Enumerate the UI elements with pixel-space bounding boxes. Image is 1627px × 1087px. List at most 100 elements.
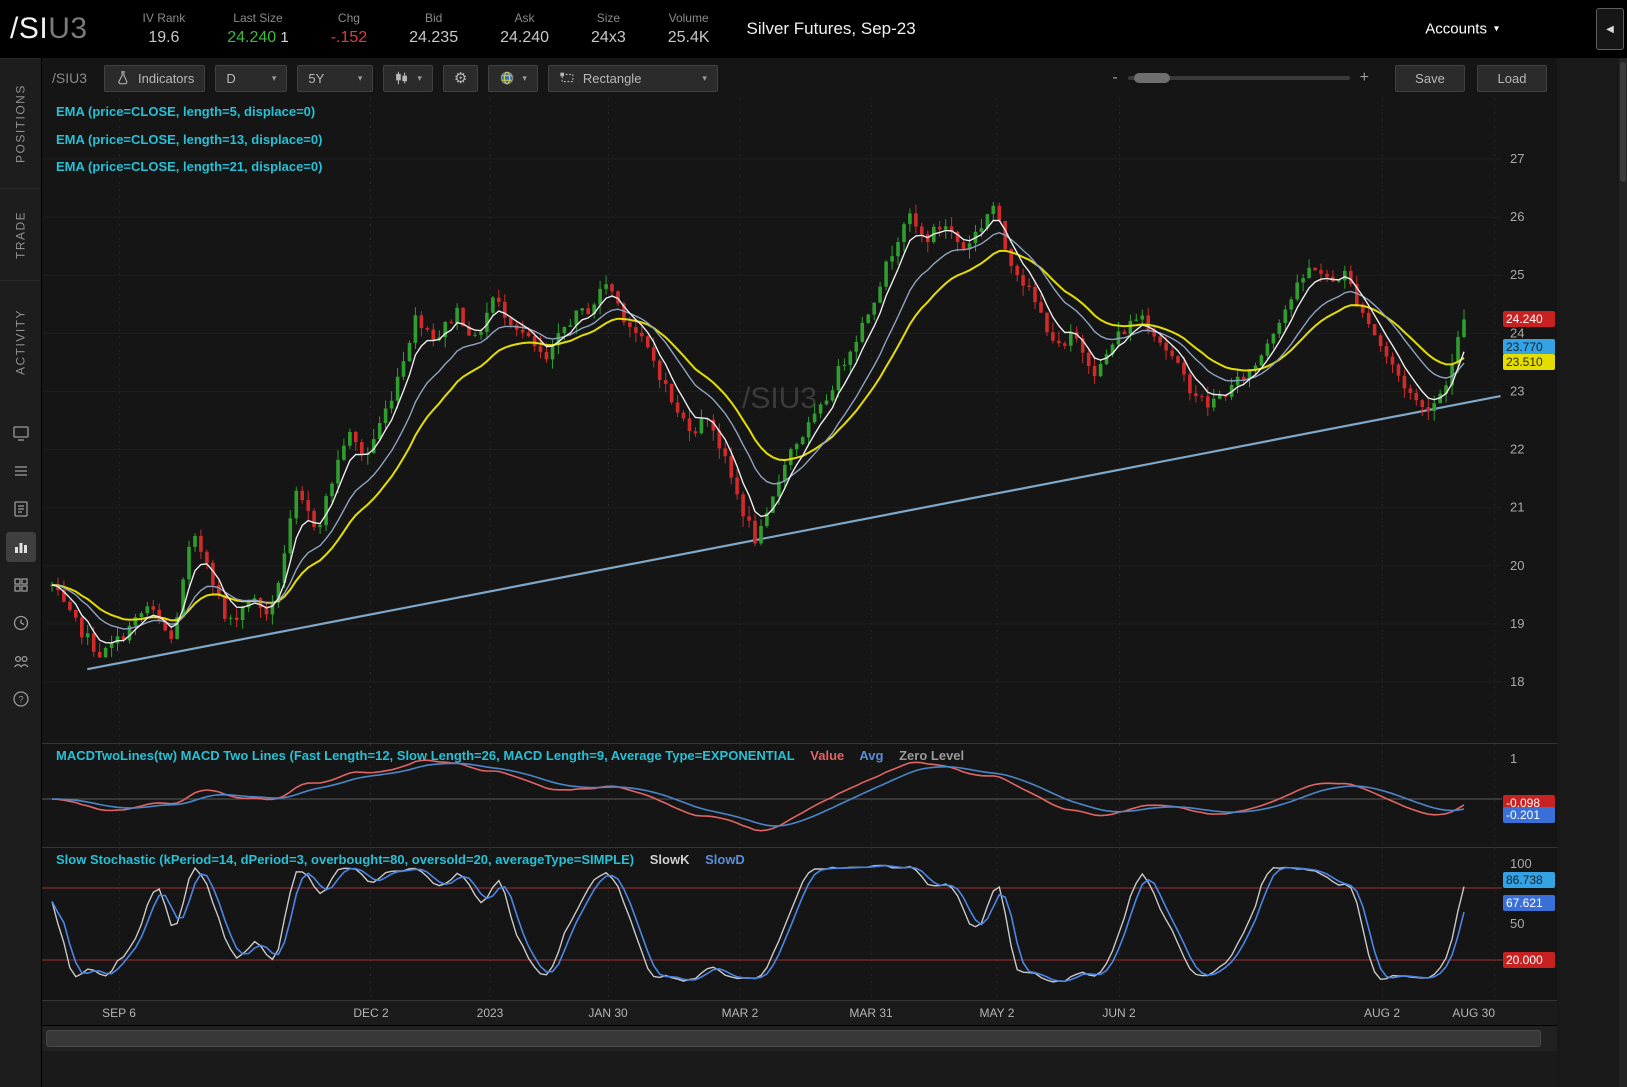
vertical-scrollbar-thumb[interactable] [1620,62,1626,182]
stat-label: Bid [424,11,443,25]
chevron-left-icon: ◀ [1606,23,1614,35]
macd-zero-label: Zero Level [899,748,965,763]
globe-icon [501,71,514,85]
stat-value: 24.235 [409,29,459,46]
axis-value-bubble: -0.201 [1503,806,1555,823]
vertical-scrollbar[interactable] [1619,58,1627,1087]
flask-icon [118,71,128,85]
chart-symbol-input[interactable]: /SIU3 [52,70,88,86]
chevron-down-icon: ▾ [271,72,277,83]
time-axis-label: AUG 2 [1363,1006,1401,1020]
zoom-slider[interactable] [1127,73,1350,83]
header-stat-last-size: Last Size 24.240 1 [206,10,309,48]
time-axis-label: SEP 6 [102,1006,136,1020]
time-axis-label: MAR 31 [849,1006,893,1020]
svg-text:21: 21 [1510,500,1524,515]
header-stat-ask: Ask 24.240 [479,10,570,48]
gear-icon: ⚙ [453,69,468,87]
chevron-down-icon: ▾ [702,72,707,83]
svg-text:27: 27 [1510,151,1524,166]
study-label-ema13[interactable]: EMA (price=CLOSE, length=13, displace=0) [56,132,323,147]
stat-label: Ask [514,11,535,25]
history-icon[interactable] [6,608,36,638]
stat-value: 24x3 [591,29,626,46]
collapse-right-panel-button[interactable]: ◀ [1596,8,1624,50]
stat-value: 25.4K [667,29,710,46]
chart-icon[interactable] [5,532,36,562]
stoch-k-label: SlowK [649,852,690,867]
screen-icon[interactable] [6,418,36,448]
zoom-in-button[interactable]: + [1359,69,1369,86]
accounts-label: Accounts [1425,20,1487,38]
svg-text:24: 24 [1510,325,1524,340]
svg-text:/SIU3: /SIU3 [742,382,817,415]
header-stat-size: Size 24x3 [570,10,647,48]
header-stats: IV Rank 19.6 Last Size 24.240 1 Chg -.152 Bid 2… [122,10,731,48]
time-axis-label: DEC 2 [353,1006,389,1020]
stoch-title: Slow Stochastic (kPeriod=14, dPeriod=3, … [56,852,635,867]
drawing-tool-dropdown[interactable]: Rectangle ▾ [547,64,718,92]
range-dropdown[interactable]: 5Y ▾ [297,64,374,92]
time-axis-label: 2023 [476,1006,504,1020]
svg-text:26: 26 [1510,209,1524,224]
stat-value: -.152 [330,29,368,46]
sidebar-tab-activity[interactable]: ACTIVITY [0,280,41,402]
help-icon[interactable]: ? [6,684,36,714]
accounts-dropdown[interactable]: Accounts ▾ [1425,21,1499,38]
orders-icon[interactable] [6,494,36,524]
macd-title: MACDTwoLines(tw) MACD Two Lines (Fast Le… [56,748,795,763]
watchlist-icon[interactable] [6,456,36,486]
stat-label: Size [596,11,621,25]
svg-text:23: 23 [1510,383,1524,398]
time-axis-label: AUG 30 [1452,1006,1495,1020]
study-label-ema5[interactable]: EMA (price=CLOSE, length=5, displace=0) [56,104,316,119]
rectangle-tool-icon [560,72,574,83]
svg-text:25: 25 [1510,267,1524,282]
symbol-suffix: U3 [48,12,88,45]
horizontal-scrollbar-thumb[interactable] [46,1030,1541,1047]
stat-label: Volume [668,11,709,25]
top-header: /SIU3 IV Rank 19.6 Last Size 24.240 1 Chg -.1… [0,0,1627,58]
timeframe-dropdown[interactable]: D ▾ [215,64,288,92]
zoom-control: - + [1112,69,1369,87]
header-stat-chg: Chg -.152 [310,10,388,48]
chart-type-dropdown[interactable]: ▾ [383,64,433,92]
load-button[interactable]: Load [1477,64,1547,92]
macd-value-label: Value [810,748,845,763]
axis-value-bubble: 24.240 [1503,311,1555,328]
stochastic-panel[interactable]: 100 50 Slow Stochastic (kPeriod=14, dPeri… [42,847,1557,1000]
save-button[interactable]: Save [1395,64,1465,92]
axis-value-bubble: 67.621 [1503,894,1555,911]
axis-value-bubble: 23.510 [1503,353,1555,370]
zoom-slider-thumb[interactable] [1133,73,1170,83]
svg-text:100: 100 [1510,856,1532,871]
style-dropdown[interactable]: ▾ [488,64,538,92]
settings-button[interactable]: ⚙ [442,64,479,92]
main-chart[interactable]: /SIU3 27 26 25 24 23 22 21 20 19 18 EMA (price=CLO… [42,98,1557,743]
sidebar-icons: ? [5,418,36,714]
grid-icon[interactable] [6,570,36,600]
sidebar-tab-positions[interactable]: POSITIONS [0,58,41,188]
stochastic-label[interactable]: Slow Stochastic (kPeriod=14, dPeriod=3, … [56,852,757,867]
study-label-ema21[interactable]: EMA (price=CLOSE, length=21, displace=0) [56,159,323,174]
stat-value: 24.240 [500,29,550,46]
svg-text:50: 50 [1510,916,1524,931]
indicators-label: Indicators [138,70,195,86]
horizontal-scrollbar[interactable] [42,1025,1557,1051]
time-axis-label: MAR 2 [721,1006,759,1020]
macd-panel[interactable]: 1 MACDTwoLines(tw) MACD Two Lines (Fast … [42,743,1557,847]
stat-value: 24.240 1 [227,29,289,46]
header-stat-iv-rank: IV Rank 19.6 [122,10,207,48]
chevron-down-icon: ▾ [1493,23,1499,35]
svg-text:19: 19 [1510,616,1524,631]
sidebar-tab-trade[interactable]: TRADE [0,188,41,280]
share-icon[interactable] [6,646,36,676]
bottom-filler [42,1051,1557,1087]
zoom-out-button[interactable]: - [1112,69,1118,86]
svg-text:18: 18 [1510,674,1524,689]
header-symbol: /SIU3 [10,12,88,46]
indicators-button[interactable]: Indicators [104,64,206,92]
time-axis: SEP 6 DEC 2 2023 JAN 30 MAR 2 MAR 31 MAY 2 JUN … [42,1000,1557,1025]
macd-label[interactable]: MACDTwoLines(tw) MACD Two Lines (Fast Le… [56,748,976,763]
time-axis-label: JUN 2 [1102,1006,1136,1020]
